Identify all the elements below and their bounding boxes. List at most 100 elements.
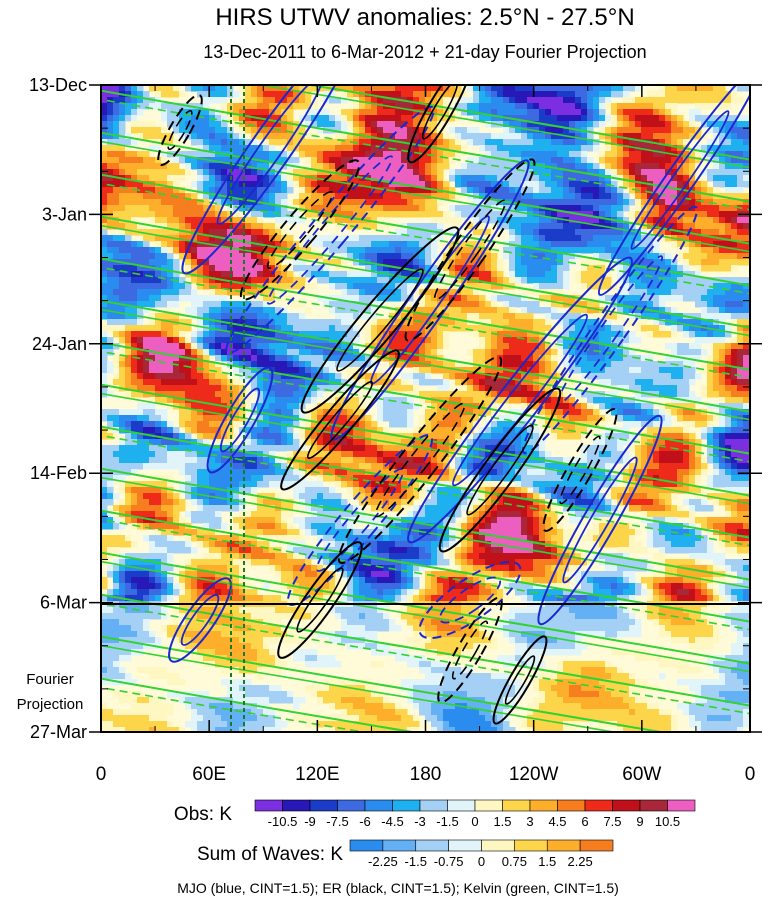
field-cell: [233, 241, 240, 248]
field-cell: [503, 379, 510, 386]
field-cell: [173, 211, 180, 218]
field-cell: [551, 241, 558, 248]
field-cell: [689, 235, 696, 242]
field-cell: [419, 127, 426, 134]
field-cell: [155, 157, 162, 164]
field-cell: [143, 223, 150, 230]
field-cell: [173, 187, 180, 194]
field-cell: [485, 103, 492, 110]
field-cell: [479, 265, 486, 272]
field-cell: [443, 367, 450, 374]
field-cell: [683, 295, 690, 302]
field-cell: [149, 289, 156, 296]
field-cell: [269, 85, 276, 92]
field-cell: [215, 379, 222, 386]
field-cell: [383, 319, 390, 326]
field-cell: [161, 211, 168, 218]
field-cell: [203, 277, 210, 284]
field-cell: [473, 283, 480, 290]
field-cell: [575, 367, 582, 374]
field-cell: [683, 151, 690, 158]
field-cell: [197, 253, 204, 260]
field-cell: [101, 97, 108, 104]
field-cell: [317, 199, 324, 206]
field-cell: [701, 199, 708, 206]
field-cell: [311, 379, 318, 386]
field-cell: [365, 295, 372, 302]
field-cell: [593, 217, 600, 224]
field-cell: [311, 337, 318, 344]
field-cell: [557, 367, 564, 374]
field-cell: [497, 379, 504, 386]
field-cell: [707, 337, 714, 344]
field-cell: [101, 187, 108, 194]
field-cell: [611, 325, 618, 332]
field-cell: [119, 289, 126, 296]
field-cell: [101, 271, 108, 278]
field-cell: [425, 139, 432, 146]
field-cell: [533, 283, 540, 290]
field-cell: [383, 205, 390, 212]
field-cell: [197, 103, 204, 110]
field-cell: [557, 157, 564, 164]
field-cell: [209, 145, 216, 152]
field-cell: [665, 295, 672, 302]
field-cell: [497, 103, 504, 110]
field-cell: [575, 361, 582, 368]
field-cell: [485, 259, 492, 266]
field-cell: [383, 169, 390, 176]
field-cell: [605, 91, 612, 98]
field-cell: [149, 325, 156, 332]
field-cell: [143, 169, 150, 176]
field-cell: [425, 127, 432, 134]
field-cell: [449, 217, 456, 224]
field-cell: [395, 235, 402, 242]
field-cell: [353, 151, 360, 158]
field-cell: [389, 373, 396, 380]
field-cell: [491, 103, 498, 110]
field-cell: [209, 271, 216, 278]
field-cell: [257, 379, 264, 386]
field-cell: [473, 103, 480, 110]
field-cell: [137, 187, 144, 194]
field-cell: [527, 343, 534, 350]
field-cell: [485, 343, 492, 350]
field-cell: [737, 175, 744, 182]
field-cell: [377, 139, 384, 146]
field-cell: [203, 151, 210, 158]
field-cell: [545, 127, 552, 134]
field-cell: [299, 301, 306, 308]
field-cell: [419, 223, 426, 230]
field-cell: [179, 205, 186, 212]
field-cell: [347, 337, 354, 344]
field-cell: [245, 313, 252, 320]
field-cell: [539, 271, 546, 278]
field-cell: [323, 235, 330, 242]
field-cell: [479, 253, 486, 260]
field-cell: [569, 139, 576, 146]
field-cell: [707, 247, 714, 254]
field-cell: [479, 91, 486, 98]
field-cell: [401, 85, 408, 92]
field-cell: [101, 163, 108, 170]
field-cell: [545, 145, 552, 152]
field-cell: [473, 217, 480, 224]
field-cell: [485, 301, 492, 308]
field-cell: [131, 391, 138, 398]
field-cell: [161, 193, 168, 200]
field-cell: [347, 157, 354, 164]
field-cell: [713, 133, 720, 140]
field-cell: [365, 283, 372, 290]
field-cell: [443, 337, 450, 344]
field-cell: [407, 133, 414, 140]
field-cell: [623, 85, 630, 92]
field-cell: [653, 151, 660, 158]
field-cell: [197, 121, 204, 128]
field-cell: [317, 373, 324, 380]
field-cell: [497, 145, 504, 152]
field-cell: [245, 277, 252, 284]
field-cell: [149, 103, 156, 110]
field-cell: [125, 271, 132, 278]
field-cell: [647, 355, 654, 362]
field-cell: [419, 379, 426, 386]
